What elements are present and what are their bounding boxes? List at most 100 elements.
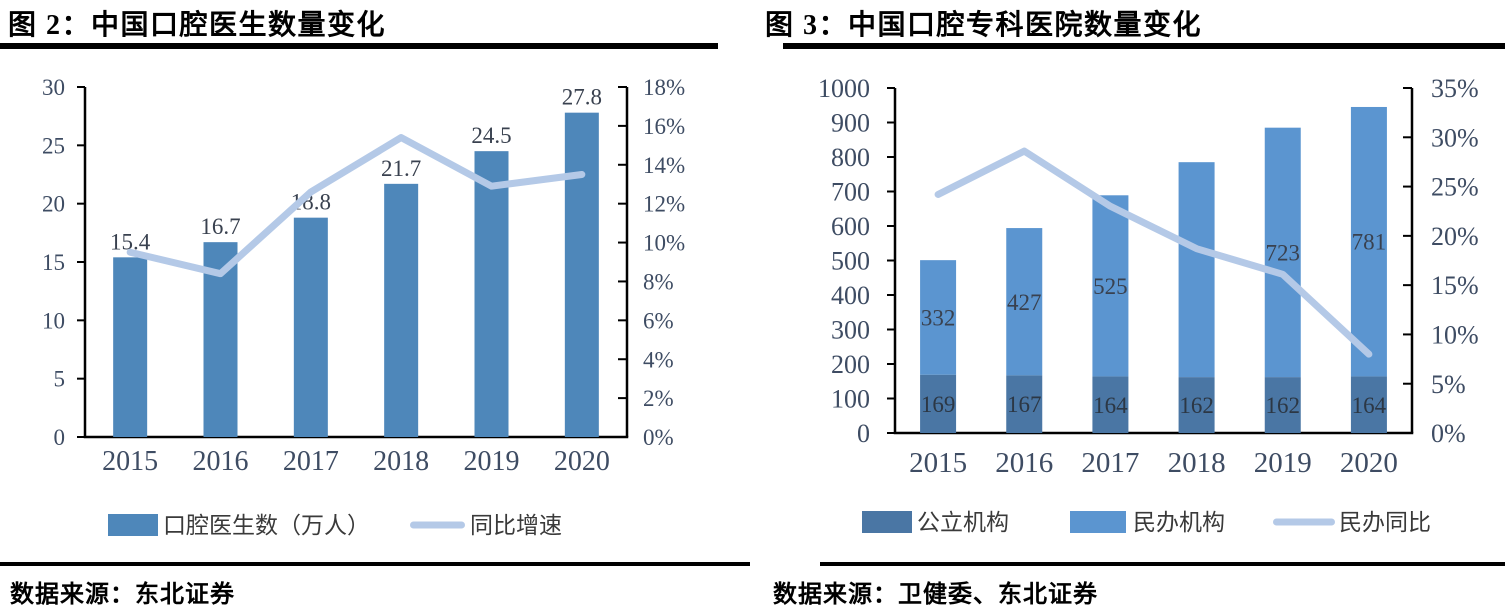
right-axis-tick-label: 6%	[643, 308, 674, 333]
right-axis-tick-label: 4%	[643, 347, 674, 372]
right-axis-tick-label: 18%	[643, 75, 685, 100]
legend-label: 民办机构	[1133, 510, 1225, 535]
right-axis-tick-label: 16%	[643, 114, 685, 139]
data-label: 169	[921, 392, 956, 417]
data-label: 723	[1266, 240, 1301, 265]
data-label: 332	[921, 305, 956, 330]
trend-line	[934, 147, 1373, 358]
right-axis-tick-label: 35%	[1431, 74, 1479, 103]
figure-2-source-note: 数据来源：东北证券	[10, 582, 235, 608]
figure-2-title-rule	[0, 43, 718, 49]
data-label: 427	[1007, 290, 1042, 315]
bar-segment	[1264, 377, 1301, 433]
figure-3-source-note: 数据来源：卫健委、东北证券	[773, 582, 1098, 608]
category-label: 2019	[1254, 447, 1312, 479]
bar-segment	[1006, 228, 1043, 376]
left-axis-tick-label: 900	[831, 109, 870, 138]
bar-segment	[920, 260, 957, 375]
right-axis-tick-label: 8%	[643, 269, 674, 294]
data-label: 167	[1007, 392, 1042, 417]
bar-segment	[293, 217, 328, 437]
bar-segment	[1350, 106, 1387, 377]
left-axis-tick-label: 400	[831, 281, 870, 310]
figure-3-title-rule	[783, 43, 1505, 49]
legend-label: 同比增速	[470, 513, 562, 538]
data-label: 164	[1093, 393, 1128, 418]
data-label: 16.7	[200, 214, 240, 239]
right-axis-tick-label: 0%	[643, 425, 674, 450]
data-label: 525	[1093, 274, 1128, 299]
data-label: 27.8	[562, 85, 602, 110]
legend-bar-swatch	[108, 514, 158, 536]
right-axis-tick-label: 5%	[1431, 370, 1466, 399]
figure-2-source-rule	[0, 562, 750, 566]
left-axis-tick-label: 1000	[818, 74, 870, 103]
left-axis-tick-label: 20	[42, 192, 65, 217]
category-label: 2020	[1340, 447, 1398, 479]
right-axis-tick-label: 20%	[1431, 222, 1479, 251]
left-axis-tick-label: 600	[831, 212, 870, 241]
category-label: 2015	[102, 446, 158, 477]
data-label: 24.5	[471, 123, 511, 148]
left-axis-tick-label: 700	[831, 178, 870, 207]
data-label: 21.7	[381, 156, 421, 181]
category-label: 2017	[1081, 447, 1139, 479]
category-label: 2020	[554, 446, 610, 477]
left-axis-tick-label: 300	[831, 316, 870, 345]
data-label: 162	[1266, 393, 1301, 418]
left-axis-tick-label: 0	[857, 419, 870, 448]
dentist-count-chart: 0 5 10 15 20 25 30 0% 2% 4% 6% 8% 10% 12% 14% 16% 18% 201…	[42, 75, 685, 538]
legend-label: 口腔医生数（万人）	[163, 513, 370, 538]
right-axis-tick-label: 14%	[643, 153, 685, 178]
figure-3-title: 图 3：中国口腔专科医院数量变化	[765, 10, 1203, 41]
bar-segment	[384, 183, 419, 437]
bar-segment	[113, 257, 148, 437]
category-label: 2019	[464, 446, 520, 477]
bar-segment	[1178, 162, 1215, 378]
left-axis-tick-label: 30	[42, 75, 65, 100]
legend-bar-swatch	[862, 511, 912, 533]
bar-segment	[1006, 375, 1043, 433]
left-axis-tick-label: 25	[42, 133, 65, 158]
right-axis-tick-label: 12%	[643, 192, 685, 217]
category-label: 2015	[909, 447, 967, 479]
bar-segment	[1264, 127, 1301, 378]
bar-segment	[920, 374, 957, 433]
right-axis-tick-label: 0%	[1431, 419, 1466, 448]
data-label: 781	[1352, 230, 1387, 255]
right-axis-tick-label: 10%	[643, 231, 685, 256]
left-axis-tick-label: 200	[831, 350, 870, 379]
category-label: 2016	[995, 447, 1053, 479]
trend-line	[126, 134, 586, 278]
right-axis-tick-label: 30%	[1431, 123, 1479, 152]
category-label: 2016	[193, 446, 249, 477]
data-label: 164	[1352, 393, 1387, 418]
category-label: 2018	[1168, 447, 1226, 479]
right-axis-tick-label: 2%	[643, 386, 674, 411]
left-axis-tick-label: 0	[54, 425, 66, 450]
bar-segment	[1092, 376, 1129, 433]
right-axis-tick-label: 10%	[1431, 321, 1479, 350]
legend-label: 民办同比	[1339, 510, 1431, 535]
legend-line-swatch	[410, 521, 465, 529]
figure-3-panel: 图 3：中国口腔专科医院数量变化 0 100 200 300 400 500 600 700 8…	[755, 0, 1505, 616]
data-label: 162	[1179, 393, 1214, 418]
legend-label: 公立机构	[917, 510, 1009, 535]
figure-2-title: 图 2：中国口腔医生数量变化	[8, 10, 387, 41]
bar-segment	[1178, 377, 1215, 433]
bar-segment	[1092, 195, 1129, 377]
left-axis-tick-label: 15	[42, 250, 65, 275]
category-label: 2017	[283, 446, 339, 477]
left-axis-tick-label: 5	[54, 367, 66, 392]
bar-segment	[474, 151, 509, 437]
bar-segment	[564, 112, 599, 438]
left-axis-tick-label: 10	[42, 308, 65, 333]
dental-hospital-chart: 0 100 200 300 400 500 600 700 800 900 1000 0% 5% 10% 1…	[818, 74, 1479, 535]
left-axis-tick-label: 800	[831, 143, 870, 172]
left-axis-tick-label: 100	[831, 385, 870, 414]
left-axis-tick-label: 500	[831, 247, 870, 276]
figure-3-source-rule	[820, 562, 1505, 566]
figure-2-panel: 图 2：中国口腔医生数量变化 0 5 10 15 20 25 30 0% 2% 4% 6% 8% 10%…	[0, 0, 750, 616]
right-axis-tick-label: 25%	[1431, 173, 1479, 202]
